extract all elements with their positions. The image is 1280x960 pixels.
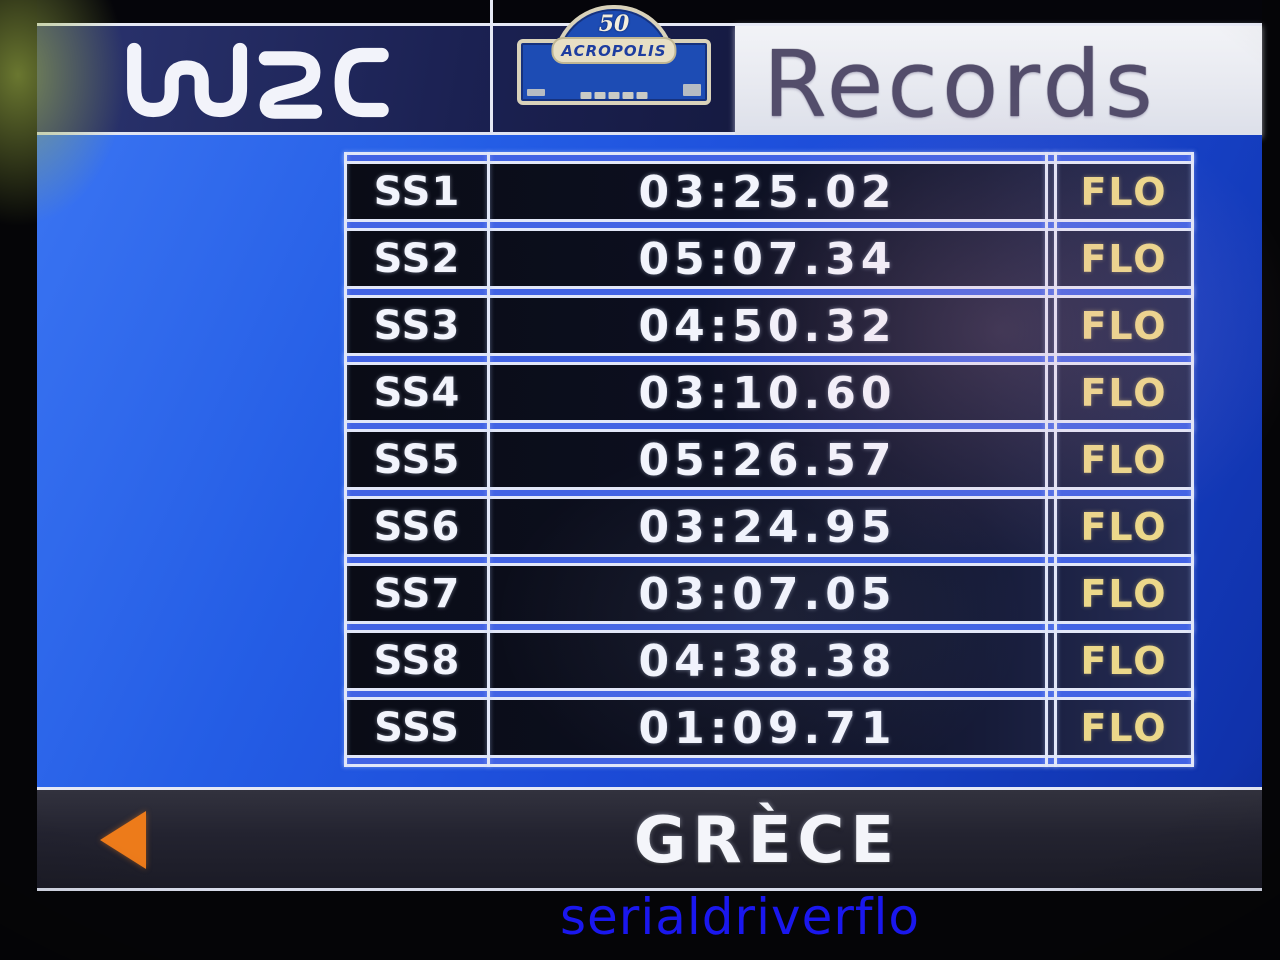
stage-label: SS7 [373, 571, 461, 617]
row-separator [344, 688, 1194, 700]
table-row: SS1 03:25.02 FLO [344, 164, 1194, 219]
wrc-logo [95, 40, 425, 120]
badge-emblem: ACROPOLIS [553, 39, 675, 62]
badge-sponsor-strip [580, 92, 648, 99]
footer-bar: GRÈCE [37, 787, 1262, 891]
record-holder: FLO [1080, 237, 1168, 281]
tv-screen: 50 ACROPOLIS Records SS1 03:25.02 FLO [37, 0, 1262, 891]
record-holder: FLO [1080, 304, 1168, 348]
record-time: 04:50.32 [638, 301, 897, 352]
left-arrow-icon[interactable] [100, 811, 146, 869]
records-table: SS1 03:25.02 FLO SS2 05:07.34 FLO SS3 04… [344, 152, 1194, 767]
row-separator [344, 286, 1194, 298]
row-separator [344, 353, 1194, 365]
row-separator [344, 487, 1194, 499]
record-holder: FLO [1080, 371, 1168, 415]
table-row: SS6 03:24.95 FLO [344, 499, 1194, 554]
header-divider-line [490, 26, 493, 132]
record-holder: FLO [1080, 639, 1168, 683]
record-time: 03:25.02 [638, 167, 897, 218]
record-time: 01:09.71 [638, 703, 897, 754]
page-title: Records [763, 31, 1157, 138]
stage-label: SS5 [373, 437, 461, 483]
badge-rally-name: ACROPOLIS [561, 42, 667, 60]
record-time: 05:07.34 [638, 234, 897, 285]
country-label: GRÈCE [633, 804, 901, 878]
row-separator [344, 621, 1194, 633]
stage-label: SSS [374, 705, 460, 751]
record-time: 03:24.95 [638, 502, 897, 553]
rally-plate-badge: 50 ACROPOLIS [517, 5, 711, 105]
table-row: SS7 03:07.05 FLO [344, 566, 1194, 621]
stage-label: SS6 [373, 504, 461, 550]
table-row: SS8 04:38.38 FLO [344, 633, 1194, 688]
table-row: SS5 05:26.57 FLO [344, 432, 1194, 487]
badge-corner-mark-right [683, 84, 701, 96]
table-row: SS4 03:10.60 FLO [344, 365, 1194, 420]
row-separator [344, 152, 1194, 164]
record-time: 04:38.38 [638, 636, 897, 687]
record-holder: FLO [1080, 505, 1168, 549]
content-area: SS1 03:25.02 FLO SS2 05:07.34 FLO SS3 04… [37, 135, 1262, 787]
badge-corner-mark-left [527, 89, 545, 96]
stage-label: SS1 [373, 169, 461, 215]
record-holder: FLO [1080, 572, 1168, 616]
badge-number: 50 [598, 11, 630, 37]
stage-label: SS2 [373, 236, 461, 282]
record-time: 03:07.05 [638, 569, 897, 620]
record-holder: FLO [1080, 170, 1168, 214]
record-time: 03:10.60 [638, 368, 897, 419]
row-separator [344, 755, 1194, 767]
row-separator [344, 420, 1194, 432]
record-holder: FLO [1080, 706, 1168, 750]
table-row: SS3 04:50.32 FLO [344, 298, 1194, 353]
record-holder: FLO [1080, 438, 1168, 482]
row-separator [344, 219, 1194, 231]
records-title-strip: Records [735, 26, 1262, 138]
stage-label: SS4 [373, 370, 461, 416]
table-row: SS2 05:07.34 FLO [344, 231, 1194, 286]
watermark-text: serialdriverflo [560, 888, 920, 946]
table-row: SSS 01:09.71 FLO [344, 700, 1194, 755]
stage-label: SS8 [373, 638, 461, 684]
row-separator [344, 554, 1194, 566]
record-time: 05:26.57 [638, 435, 897, 486]
stage-label: SS3 [373, 303, 461, 349]
